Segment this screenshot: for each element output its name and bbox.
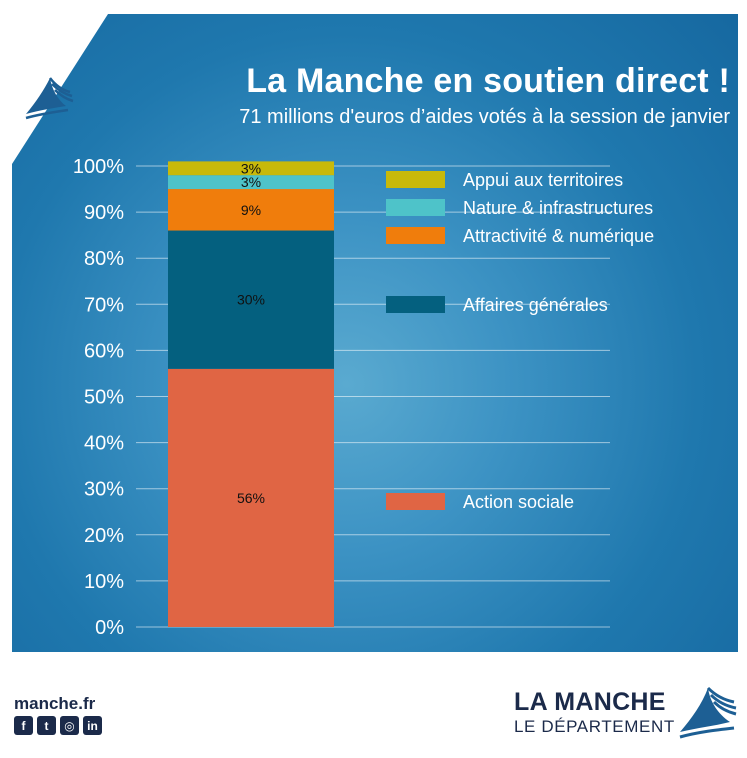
y-tick-label: 70% (84, 294, 124, 316)
y-tick-label: 80% (84, 248, 124, 270)
facebook-icon[interactable]: f (14, 716, 33, 735)
twitter-icon[interactable]: t (37, 716, 56, 735)
legend-label: Attractivité & numérique (463, 226, 654, 246)
stacked-bar-chart: 0% 10% 20% 30% 40% 50% 60% 70% 80% 90% 100% 56% Acti… (73, 156, 654, 639)
legend-label: Affaires générales (463, 295, 608, 315)
manche-logo-icon (679, 686, 737, 739)
y-tick-label: 100% (73, 156, 124, 178)
legend-label: Action sociale (463, 492, 574, 512)
legend-label: Nature & infrastructures (463, 198, 653, 218)
bar-segment (168, 161, 334, 176)
legend-label: Appui aux territoires (463, 170, 623, 190)
brand-name: LA MANCHE (514, 688, 666, 716)
legend-swatch (386, 227, 445, 244)
bar-segment (168, 189, 334, 231)
social-links: f t ◎ in (14, 716, 102, 735)
page-title: La Manche en soutien direct ! (246, 62, 730, 100)
linkedin-icon[interactable]: in (83, 716, 102, 735)
legend-swatch (386, 199, 445, 216)
y-tick-label: 90% (84, 202, 124, 224)
page-subtitle: 71 millions d'euros d’aides votés à la s… (239, 106, 730, 128)
y-tick-label: 20% (84, 525, 124, 547)
legend-swatch (386, 493, 445, 510)
infographic-panel: La Manche en soutien direct ! 71 million… (12, 14, 738, 652)
y-tick-label: 40% (84, 433, 124, 455)
data-label: 56% (237, 490, 265, 506)
bar-segment (168, 368, 334, 627)
y-tick-label: 30% (84, 479, 124, 501)
brand-logo: LA MANCHE LE DÉPARTEMENT (514, 682, 737, 742)
data-label: 3% (241, 160, 261, 176)
brand-subtitle: LE DÉPARTEMENT (514, 717, 675, 736)
y-tick-label: 0% (95, 617, 124, 639)
legend-swatch (386, 296, 445, 313)
data-label: 3% (241, 174, 261, 190)
y-tick-label: 10% (84, 571, 124, 593)
corner-logo (12, 14, 108, 164)
manche-logo-icon (25, 77, 74, 120)
data-label: 9% (241, 202, 261, 218)
data-label: 30% (237, 292, 265, 308)
website-link[interactable]: manche.fr (14, 694, 96, 713)
legend-swatch (386, 171, 445, 188)
y-tick-label: 60% (84, 340, 124, 362)
y-tick-label: 50% (84, 387, 124, 409)
instagram-icon[interactable]: ◎ (60, 716, 79, 735)
bar-segment (168, 175, 334, 190)
bar-segment (168, 230, 334, 369)
